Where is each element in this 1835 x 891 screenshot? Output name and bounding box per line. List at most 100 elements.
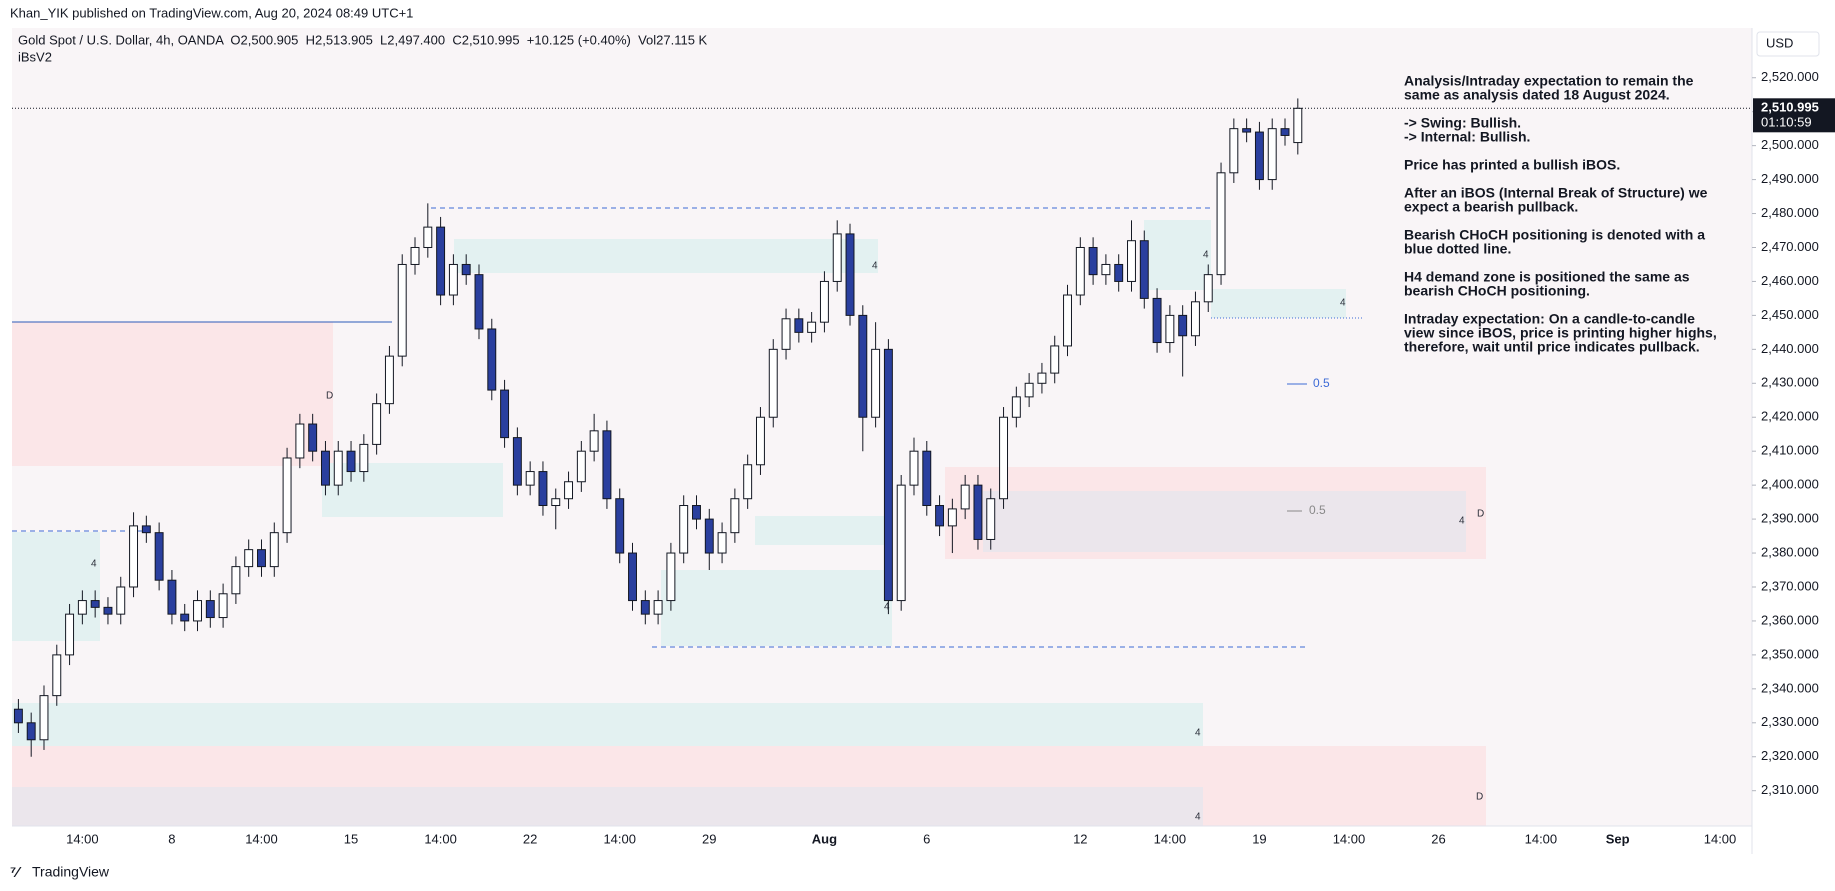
y-tick-label: 2,460.000 [1761, 273, 1819, 288]
x-tick-label: 14:00 [1154, 831, 1187, 846]
candle-body [1152, 297, 1162, 344]
currency-label[interactable]: USD [1766, 35, 1793, 50]
candle-body [845, 233, 855, 316]
candle-body [858, 314, 868, 418]
y-tick-label: 2,340.000 [1761, 680, 1819, 695]
candle-body [13, 708, 23, 724]
candle-body [1011, 396, 1021, 418]
zone-label: 4 [1459, 516, 1465, 527]
candle-body [410, 246, 420, 265]
zone-label: D [1476, 792, 1483, 803]
indicator-name: iBsV2 [18, 49, 52, 64]
candle-body [525, 471, 535, 486]
candle-body [1088, 246, 1098, 276]
x-tick-label: 14:00 [603, 831, 636, 846]
analysis-note: Bearish CHoCH positioning is denoted wit… [1404, 227, 1705, 243]
candle-body [768, 348, 778, 418]
candle-body [461, 263, 471, 276]
candle-body [193, 600, 202, 622]
candle-body [129, 525, 139, 588]
candle-body [1063, 294, 1072, 347]
candle-body [218, 593, 228, 619]
demand-zone [1211, 289, 1346, 318]
candle-body [116, 586, 126, 615]
x-tick-label: 14:00 [1525, 831, 1558, 846]
analysis-note: view since iBOS, price is printing highe… [1404, 325, 1717, 341]
candle-body [602, 430, 612, 500]
demand-zone [1144, 220, 1211, 290]
candle-body [947, 508, 957, 527]
x-tick-label: 8 [168, 831, 175, 846]
candle-body [538, 471, 548, 507]
y-tick-label: 2,450.000 [1761, 307, 1819, 322]
candle-body [1229, 128, 1239, 174]
candle-body [39, 695, 49, 741]
zone-label: 4 [1195, 728, 1201, 739]
candle-body [1114, 263, 1124, 282]
x-tick-label: 14:00 [245, 831, 278, 846]
analysis-note: Intraday expectation: On a candle-to-can… [1404, 311, 1695, 327]
x-tick-label: 22 [523, 831, 537, 846]
demand-zone [454, 239, 878, 273]
symbol-info: Gold Spot / U.S. Dollar, 4h, OANDA O2,50… [18, 32, 708, 47]
currency-button[interactable] [1756, 31, 1820, 57]
x-tick-label: 6 [923, 831, 930, 846]
candle-body [1242, 128, 1252, 133]
y-tick-label: 2,410.000 [1761, 443, 1819, 458]
candle-body [1075, 246, 1085, 296]
candle-body [320, 450, 330, 486]
x-tick-label: 19 [1252, 831, 1266, 846]
candle-body [384, 355, 394, 405]
candle-body [397, 263, 407, 357]
candle-body [922, 450, 932, 507]
candle-body [1101, 263, 1111, 276]
candle-body [935, 505, 945, 527]
fib-label: 0.5 [1313, 376, 1330, 390]
zone-label: 4 [91, 559, 97, 570]
y-tick-label: 2,360.000 [1761, 612, 1819, 627]
candle-body [960, 484, 970, 510]
candle-body [1037, 372, 1047, 384]
candle-body [615, 498, 625, 554]
publisher: Khan_YIK published on TradingView.com, A… [10, 5, 413, 20]
x-tick-label: 14:00 [424, 831, 457, 846]
candle-body [1203, 274, 1213, 303]
candle-body [653, 600, 663, 615]
candle-body [564, 481, 574, 500]
candle-body [743, 464, 753, 500]
candle-body [90, 600, 100, 608]
x-tick-label: Sep [1606, 831, 1630, 846]
candle-body [167, 579, 177, 615]
candle-body [589, 430, 599, 452]
y-tick-label: 2,380.000 [1761, 544, 1819, 559]
demand-zone [661, 570, 892, 646]
candle-body [794, 318, 804, 333]
y-tick-label: 2,400.000 [1761, 477, 1819, 492]
y-tick-label: 2,350.000 [1761, 646, 1819, 661]
y-tick-label: 2,520.000 [1761, 69, 1819, 84]
candle-body [141, 525, 151, 534]
zone-label: 4 [1203, 250, 1209, 261]
analysis-note: H4 demand zone is positioned the same as [1404, 269, 1690, 285]
last-price-box [1753, 98, 1835, 133]
candle-body [448, 263, 458, 296]
candle-body [909, 450, 919, 486]
zone-label: D [326, 391, 333, 402]
logo-mark: ⁷⁄ [10, 864, 22, 881]
candle-body [871, 348, 881, 418]
candle-body [1254, 131, 1264, 181]
candle-body [65, 613, 75, 656]
overlap-zone [12, 787, 1203, 826]
candle-body [717, 532, 727, 554]
candle-body [551, 498, 561, 507]
y-tick-label: 2,310.000 [1761, 782, 1819, 797]
y-tick-label: 2,420.000 [1761, 409, 1819, 424]
candle-body [1267, 128, 1277, 181]
zone-label: 4 [884, 602, 890, 613]
candle-body [1178, 314, 1188, 337]
candle-body [692, 505, 701, 520]
candle-body [423, 226, 433, 248]
candle-body [103, 606, 113, 615]
candle-body [883, 348, 893, 602]
candle-body [295, 423, 305, 459]
